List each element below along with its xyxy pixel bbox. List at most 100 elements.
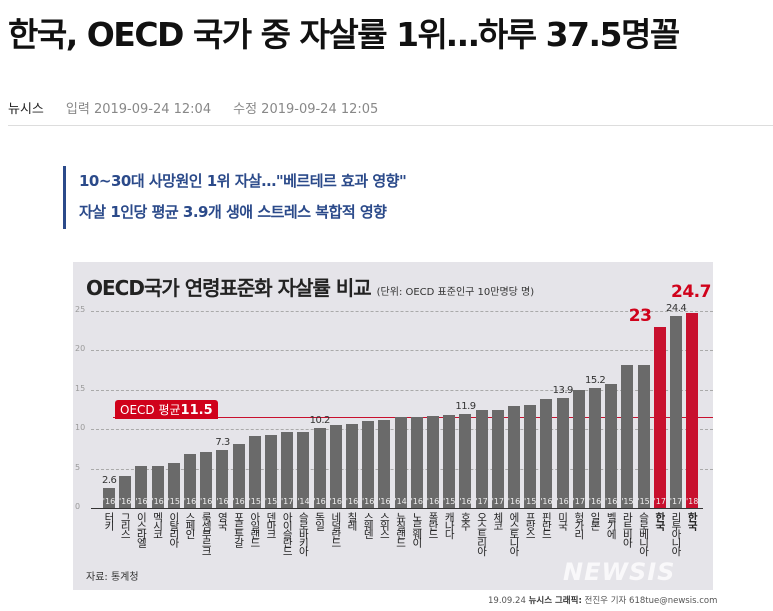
modified-timestamp: 2019-09-24 12:05 <box>261 102 379 117</box>
bar-year-label: '16 <box>556 497 569 506</box>
data-label: 2.6 <box>102 474 117 486</box>
bar-year-label: '15 <box>442 497 456 506</box>
bar-year-label: '17 <box>653 497 666 506</box>
credit-org: 뉴시스 그래픽: <box>528 596 582 606</box>
oecd-average-badge: OECD 평균11.5 <box>115 400 218 420</box>
country-label: 한국 <box>653 512 666 529</box>
bar <box>297 431 310 508</box>
country-label: 핀란드 <box>540 512 553 538</box>
bar-year-label: '15 <box>264 497 278 506</box>
y-tick-label: 20 <box>75 344 86 354</box>
gridline <box>91 350 713 352</box>
country-label: 미국 <box>556 512 569 529</box>
country-label: 노르웨이 <box>410 512 423 546</box>
bar-year-label: '16 <box>151 497 164 506</box>
country-label: 터키 <box>103 512 115 529</box>
byline: 뉴시스 입력 2019-09-24 12:04 수정 2019-09-24 12… <box>8 98 378 117</box>
bar-year-label: '17 <box>280 497 294 506</box>
country-label: 스위스 <box>378 512 391 538</box>
bar <box>491 409 504 508</box>
bar-year-label: '16 <box>232 497 245 506</box>
bar <box>410 416 423 508</box>
bar <box>362 420 375 508</box>
bar <box>394 416 407 508</box>
country-label: 폴란드 <box>427 512 439 538</box>
bar-year-label: '16 <box>199 497 213 506</box>
bar-year-label: '17 <box>475 497 488 506</box>
bar <box>119 476 132 508</box>
bar <box>184 454 196 508</box>
bar <box>653 326 666 508</box>
country-label: 뉴질랜드 <box>394 512 407 546</box>
country-label: 아일랜드 <box>248 512 261 546</box>
data-label: 24.4 <box>666 302 687 314</box>
subheading: 10~30대 사망원인 1위 자살…"베르테르 효과 영향" <box>79 172 407 190</box>
bar-year-label: '16 <box>118 497 132 506</box>
bar-year-label: '17 <box>491 497 504 506</box>
country-label: 덴마크 <box>265 512 277 538</box>
suicide-rate-chart: OECD국가 연령표준화 자살률 비교 (단위: OECD 표준인구 10만명당 … <box>73 262 713 590</box>
bar <box>556 398 569 508</box>
bar <box>313 427 326 508</box>
country-label: 에스토니아 <box>508 512 520 555</box>
bar <box>670 315 682 508</box>
chart-unit-note: (단위: OECD 표준인구 10만명당 명) <box>376 287 535 298</box>
average-label: OECD 평균 <box>120 403 181 418</box>
bar <box>329 425 342 508</box>
country-label: 일본 <box>589 512 601 529</box>
bar-year-label: '15 <box>621 497 634 506</box>
bar <box>686 313 699 508</box>
bar <box>637 365 650 508</box>
country-label: 포르투갈 <box>232 512 245 546</box>
average-value: 11.5 <box>180 403 213 419</box>
bar-year-label: '16 <box>313 497 326 506</box>
subheading: 자살 1인당 평균 3.9개 생애 스트레스 복합적 영향 <box>79 203 387 221</box>
country-label: 네덜란드 <box>329 512 342 546</box>
bar-year-label: '17 <box>572 497 585 506</box>
country-label: 오스트리아 <box>475 512 488 555</box>
newsis-watermark: NEWSIS <box>563 558 676 586</box>
country-label: 리투아니아 <box>670 512 682 555</box>
bar-year-label: '16 <box>135 497 148 506</box>
country-label: 독일 <box>313 512 326 529</box>
gridline <box>91 311 713 312</box>
article-headline: 한국, OECD 국가 중 자살률 1위…하루 37.5명꼴 <box>8 15 680 54</box>
bar <box>589 388 601 508</box>
bar <box>475 410 488 508</box>
bar <box>216 450 229 508</box>
data-label: 11.9 <box>455 401 476 413</box>
chart-title-text: OECD국가 연령표준화 자살률 비교 <box>86 276 372 300</box>
x-axis-line <box>91 508 703 509</box>
bar <box>621 365 634 508</box>
country-label: 스웨덴 <box>362 512 375 538</box>
country-label: 룩셈부르크 <box>200 512 213 555</box>
country-label: 이스라엘 <box>135 512 148 546</box>
bar-year-label: '16 <box>361 497 375 506</box>
bar <box>167 463 180 508</box>
subheadings: 10~30대 사망원인 1위 자살…"베르테르 효과 영향" 자살 1인당 평균… <box>63 166 407 229</box>
data-label: 15.2 <box>585 375 606 387</box>
country-label: 헝가리 <box>572 512 585 538</box>
bar <box>459 414 472 508</box>
bar <box>572 389 585 508</box>
modified-time: 수정 2019-09-24 12:05 <box>233 98 378 117</box>
chart-source: 자료: 통계청 <box>86 572 139 583</box>
country-label: 호주 <box>459 512 472 529</box>
country-label: 이탈리아 <box>167 512 180 546</box>
country-label: 캐나다 <box>443 512 456 538</box>
bar <box>200 452 213 508</box>
y-tick-label: 5 <box>75 462 81 472</box>
bar-year-label: '16 <box>183 497 197 506</box>
bar <box>346 424 358 508</box>
credit-author: 전진우 기자 618tue@newsis.com <box>584 596 718 606</box>
data-label: 23 <box>628 305 652 326</box>
data-label: 24.7 <box>671 282 711 303</box>
country-label: 멕시코 <box>151 512 164 538</box>
press-name[interactable]: 뉴시스 <box>8 102 44 117</box>
bar <box>378 419 391 508</box>
bar-year-label: '17 <box>669 497 683 506</box>
bar-year-label: '15 <box>167 497 180 506</box>
modified-label: 수정 <box>233 102 258 117</box>
bar-year-label: '18 <box>685 497 699 506</box>
y-tick-label: 15 <box>75 383 86 393</box>
